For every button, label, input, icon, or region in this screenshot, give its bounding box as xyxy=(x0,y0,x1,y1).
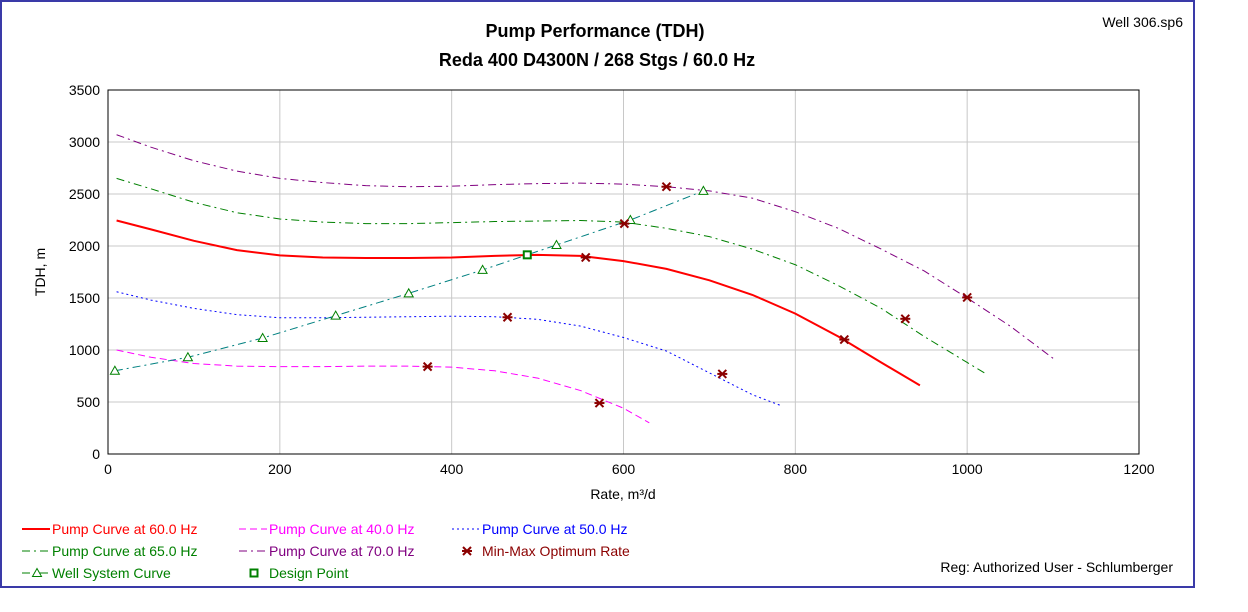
well-system-point xyxy=(477,264,488,274)
x-tick-label: 600 xyxy=(612,461,636,477)
legend-symbol xyxy=(462,546,472,556)
footer-registration: Reg: Authorized User - Schlumberger xyxy=(940,559,1173,575)
well-system-point xyxy=(330,310,342,320)
min-max-optimum-point xyxy=(594,398,605,408)
min-max-optimum-point xyxy=(661,182,672,192)
x-tick-label: 200 xyxy=(268,461,292,477)
y-tick-label: 1000 xyxy=(69,342,100,358)
well-system-point xyxy=(403,287,415,298)
well-system-point xyxy=(109,365,121,375)
legend-label: Well System Curve xyxy=(52,565,171,581)
chart-subtitle: Reda 400 D4300N / 268 Stgs / 60.0 Hz xyxy=(439,50,755,70)
legend-label: Pump Curve at 50.0 Hz xyxy=(482,521,628,537)
min-max-optimum-point xyxy=(580,252,591,263)
series-line-pump-curve-at-60-0-hz xyxy=(116,219,921,387)
y-tick-label: 2000 xyxy=(69,238,100,254)
legend-label: Pump Curve at 60.0 Hz xyxy=(52,521,198,537)
legend-item: Pump Curve at 60.0 Hz xyxy=(22,521,198,537)
y-tick-label: 1500 xyxy=(69,290,100,306)
x-tick-label: 1200 xyxy=(1123,461,1154,477)
legend-label: Min-Max Optimum Rate xyxy=(482,543,630,559)
legend-item: Pump Curve at 65.0 Hz xyxy=(22,543,198,559)
well-system-point xyxy=(698,185,709,195)
well-system-point xyxy=(257,332,269,343)
min-max-optimum-point xyxy=(717,369,728,379)
x-tick-label: 400 xyxy=(440,461,464,477)
legend-item: Pump Curve at 50.0 Hz xyxy=(452,521,628,537)
legend-item: Well System Curve xyxy=(22,565,171,581)
legend-item: Min-Max Optimum Rate xyxy=(462,543,630,559)
series-line-pump-curve-at-65-0-hz xyxy=(116,177,985,374)
legend-symbol xyxy=(249,568,259,578)
legend-label: Pump Curve at 65.0 Hz xyxy=(52,543,198,559)
design-point xyxy=(522,250,532,260)
x-tick-labels: 0 200 400 600 800 1000 1200 xyxy=(104,461,1155,477)
file-label: Well 306.sp6 xyxy=(1102,14,1183,30)
legend-label: Pump Curve at 70.0 Hz xyxy=(269,543,415,559)
min-max-optimum-point xyxy=(502,312,513,322)
legend-symbol xyxy=(31,567,43,577)
min-max-optimum-point xyxy=(962,292,973,303)
x-axis-label: Rate, m³/d xyxy=(590,486,655,502)
series-line-well-system-curve xyxy=(114,190,704,372)
legend-item: Pump Curve at 70.0 Hz xyxy=(239,543,415,559)
x-tick-label: 0 xyxy=(104,461,112,477)
y-tick-label: 2500 xyxy=(69,186,100,202)
chart-title: Pump Performance (TDH) xyxy=(485,21,704,41)
series-line-pump-curve-at-70-0-hz xyxy=(116,134,1054,359)
y-tick-label: 0 xyxy=(92,446,100,462)
y-tick-label: 3500 xyxy=(69,82,100,98)
x-tick-label: 800 xyxy=(784,461,808,477)
legend-item: Design Point xyxy=(249,565,348,581)
min-max-optimum-point xyxy=(839,334,850,345)
legend-item: Pump Curve at 40.0 Hz xyxy=(239,521,415,537)
y-axis-label: TDH, m xyxy=(32,248,48,296)
min-max-optimum-point xyxy=(422,361,433,372)
series-line-pump-curve-at-40-0-hz xyxy=(116,349,650,424)
legend-label: Pump Curve at 40.0 Hz xyxy=(269,521,415,537)
series-markers xyxy=(109,182,973,408)
series-lines xyxy=(114,134,1054,424)
well-system-point xyxy=(182,351,194,362)
grid-lines xyxy=(108,90,1139,454)
min-max-optimum-point xyxy=(619,218,630,229)
chart-frame xyxy=(0,0,1195,588)
series-line-pump-curve-at-50-0-hz xyxy=(116,291,783,407)
min-max-optimum-point xyxy=(900,314,911,324)
x-tick-label: 1000 xyxy=(952,461,983,477)
well-system-point xyxy=(551,239,562,249)
y-tick-labels: 0 500 1000 1500 2000 2500 3000 3500 xyxy=(69,82,100,462)
legend: Pump Curve at 60.0 Hz Pump Curve at 40.0 … xyxy=(22,521,630,581)
legend-label: Design Point xyxy=(269,565,348,581)
y-tick-label: 500 xyxy=(77,394,101,410)
plot-area-border xyxy=(107,89,1140,455)
y-tick-label: 3000 xyxy=(69,134,100,150)
